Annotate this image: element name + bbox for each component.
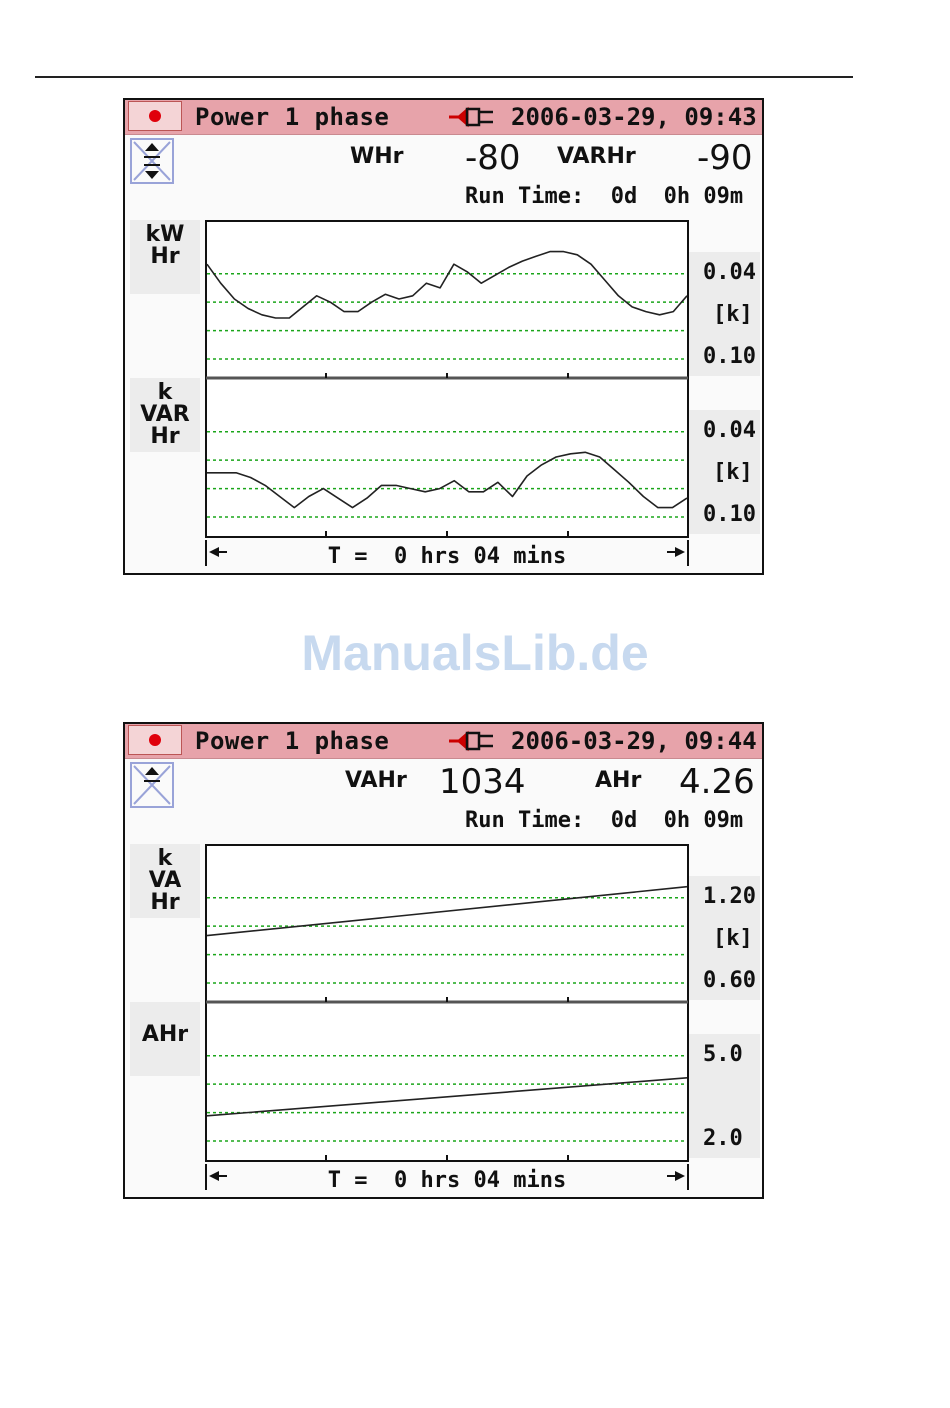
mode-title: Power 1 phase bbox=[195, 103, 390, 131]
trend-plots bbox=[205, 844, 689, 1162]
trace-2-scale bbox=[688, 410, 760, 534]
trace-2-unit-line: VAR bbox=[140, 402, 190, 427]
reading-1-label: VAHr bbox=[345, 768, 407, 793]
trace-1-scale-top: 1.20 bbox=[703, 884, 756, 909]
time-start-arrow-icon bbox=[209, 547, 219, 557]
instrument-screen-2: Power 1 phase 2006-03-29, 09:44 VAHr 103… bbox=[123, 722, 764, 1199]
trace-2-unit-line: Hr bbox=[150, 424, 180, 449]
datetime: 2006-03-29, 09:44 bbox=[511, 727, 757, 755]
trace-1-scale-bottom: 0.60 bbox=[703, 968, 756, 993]
time-end-arrow-icon bbox=[675, 1171, 685, 1181]
trace-2-scale bbox=[688, 1034, 760, 1158]
scroll-up-icon[interactable] bbox=[130, 762, 174, 808]
trace-2-scale-bottom: 2.0 bbox=[703, 1126, 743, 1151]
time-start-arrow-icon bbox=[209, 1171, 219, 1181]
trace-1-unit-label: kW Hr bbox=[130, 220, 200, 294]
trace-1-unit-line: Hr bbox=[150, 890, 180, 915]
mode-title: Power 1 phase bbox=[195, 727, 390, 755]
trend-trace bbox=[207, 451, 688, 509]
record-indicator-icon[interactable] bbox=[128, 101, 182, 131]
title-bar: Power 1 phase 2006-03-29, 09:43 bbox=[125, 100, 762, 135]
time-span-bar: T = 0 hrs 04 mins bbox=[205, 540, 689, 569]
instrument-screen-1: Power 1 phase 2006-03-29, 09:43 WHr -80 … bbox=[123, 98, 764, 575]
trace-2-scale-top: 5.0 bbox=[703, 1042, 743, 1067]
trace-1-scale bbox=[688, 876, 760, 1000]
run-time: Run Time: 0d 0h 09m bbox=[465, 808, 744, 833]
run-time: Run Time: 0d 0h 09m bbox=[465, 184, 744, 209]
trace-1-scale-unit: [k] bbox=[713, 302, 753, 327]
trace-1-unit-line: kW bbox=[145, 222, 185, 247]
time-span-bar: T = 0 hrs 04 mins bbox=[205, 1164, 689, 1193]
title-bar: Power 1 phase 2006-03-29, 09:44 bbox=[125, 724, 762, 759]
power-plug-icon bbox=[449, 106, 493, 128]
datetime: 2006-03-29, 09:43 bbox=[511, 103, 757, 131]
reading-2-value: 4.26 bbox=[679, 762, 755, 802]
trace-2-scale-unit: [k] bbox=[713, 460, 753, 485]
trace-1-unit-line: VA bbox=[148, 868, 182, 893]
trend-plots bbox=[205, 220, 689, 538]
reading-2-label: AHr bbox=[595, 768, 642, 793]
reading-2-value: -90 bbox=[697, 138, 753, 178]
power-plug-icon bbox=[449, 730, 493, 752]
trace-2-unit-line: k bbox=[157, 380, 173, 405]
trend-trace bbox=[206, 1077, 688, 1117]
watermark: ManualsLib.de bbox=[301, 625, 649, 681]
trace-1-unit-line: k bbox=[157, 846, 173, 871]
reading-1-value: -80 bbox=[465, 138, 521, 178]
trace-2-unit-line: AHr bbox=[141, 1022, 189, 1047]
time-end-arrow-icon bbox=[675, 547, 685, 557]
trace-2-scale-bottom: 0.10 bbox=[703, 502, 756, 527]
time-span-label: T = 0 hrs 04 mins bbox=[327, 1168, 567, 1193]
trace-1-scale-bottom: 0.10 bbox=[703, 344, 756, 369]
trace-1-scale-unit: [k] bbox=[713, 926, 753, 951]
time-span-label: T = 0 hrs 04 mins bbox=[327, 544, 567, 569]
trace-1-scale-top: 0.04 bbox=[703, 260, 756, 285]
reading-1-value: 1034 bbox=[439, 762, 526, 802]
trace-1-scale bbox=[688, 252, 760, 376]
trace-2-scale-top: 0.04 bbox=[703, 418, 756, 443]
trace-1-unit-label: k VA Hr bbox=[130, 844, 200, 918]
reading-1-label: WHr bbox=[350, 144, 404, 169]
trace-2-unit-label: AHr bbox=[130, 1002, 200, 1076]
trend-trace bbox=[206, 885, 688, 937]
trace-2-unit-label: k VAR Hr bbox=[130, 378, 200, 452]
trend-trace bbox=[206, 250, 688, 319]
reading-2-label: VARHr bbox=[557, 144, 636, 169]
trace-1-unit-line: Hr bbox=[150, 244, 180, 269]
page-top-rule bbox=[35, 76, 853, 78]
scroll-updown-icon[interactable] bbox=[130, 138, 174, 184]
record-indicator-icon[interactable] bbox=[128, 725, 182, 755]
